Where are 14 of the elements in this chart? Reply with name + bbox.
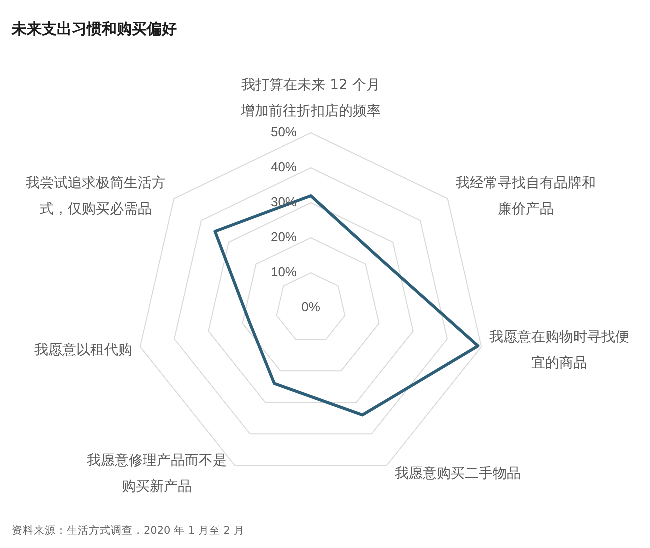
y-tick-label: 10% xyxy=(270,264,298,280)
spoke-label: 我打算在未来 12 个月增加前往折扣店的频率 xyxy=(240,78,381,120)
chart-title: 未来支出习惯和购买偏好 xyxy=(12,20,177,38)
text: 资料来源：生活方式调查，2020 年 1 月至 2 月 xyxy=(12,525,245,538)
y-tick-label: 20% xyxy=(270,230,298,245)
spoke-label: 我经常寻找自有品牌和廉价产品 xyxy=(456,176,596,218)
spoke-label: 我愿意在购物时寻找便宜的商品 xyxy=(490,330,630,372)
spoke-label: 我愿意购买二手物品 xyxy=(394,466,521,482)
y-tick-label: 40% xyxy=(270,160,298,175)
y-tick-label: 0% xyxy=(302,300,321,315)
y-tick-label: 50% xyxy=(270,124,298,140)
spoke-label: 我尝试追求极简生活方式，仅购买必需品 xyxy=(26,176,166,218)
spoke-label: 我愿意修理产品而不是购买新产品 xyxy=(87,453,228,496)
spoke-label: 我愿意以租代购 xyxy=(34,342,132,359)
